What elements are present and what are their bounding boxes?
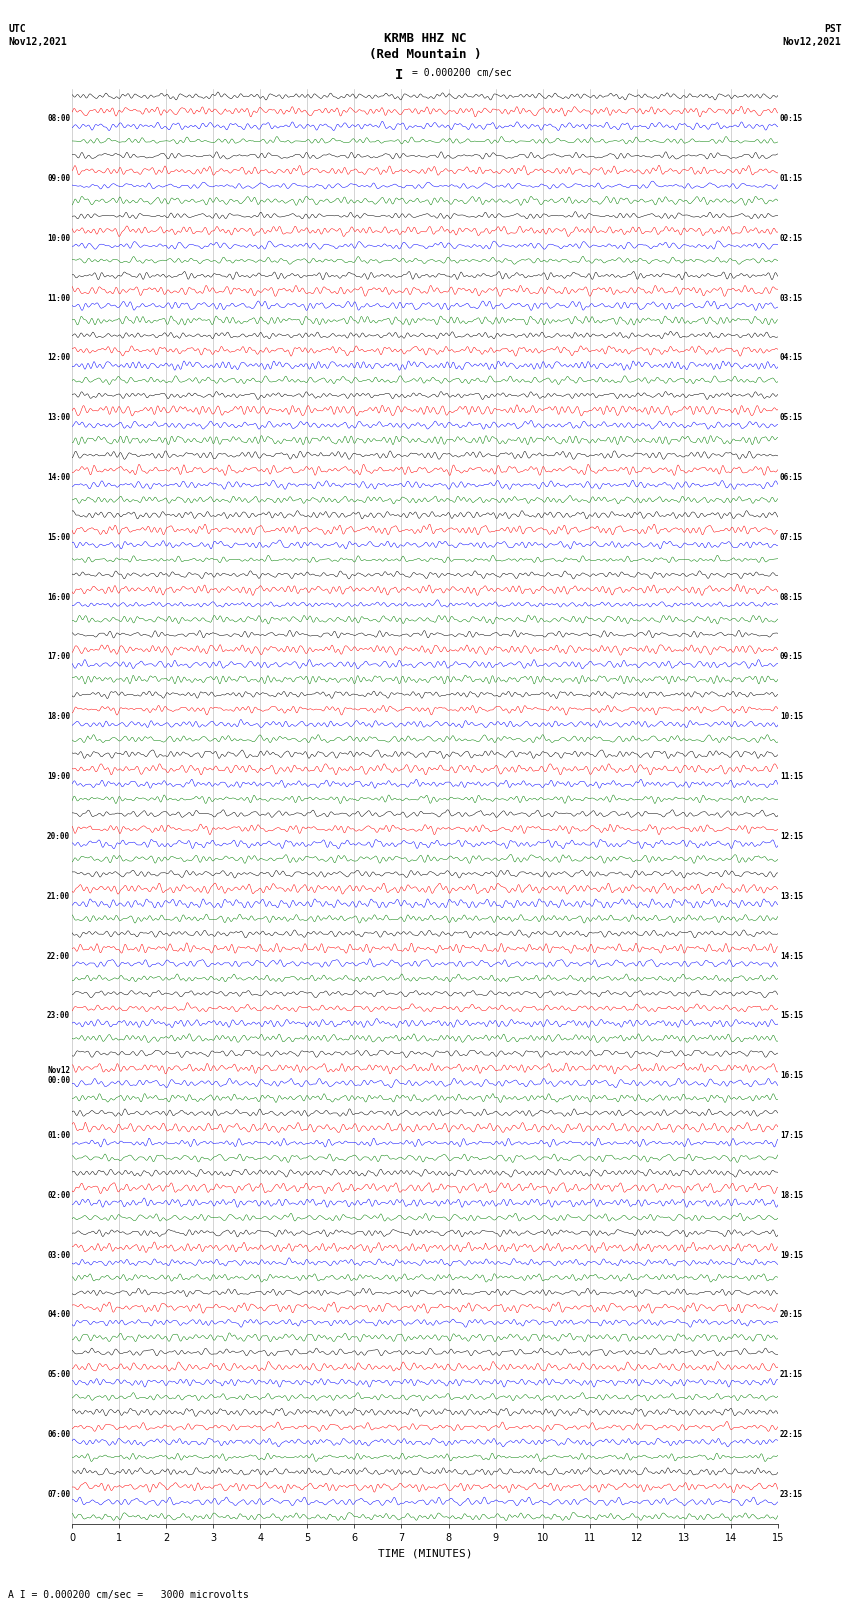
Text: Nov12,2021: Nov12,2021	[783, 37, 842, 47]
Text: 22:00: 22:00	[47, 952, 71, 960]
Text: A I = 0.000200 cm/sec =   3000 microvolts: A I = 0.000200 cm/sec = 3000 microvolts	[8, 1590, 249, 1600]
Text: = 0.000200 cm/sec: = 0.000200 cm/sec	[412, 68, 512, 77]
Text: 01:15: 01:15	[779, 174, 803, 182]
Text: 20:00: 20:00	[47, 832, 71, 840]
Text: 20:15: 20:15	[779, 1310, 803, 1319]
Text: 12:00: 12:00	[47, 353, 71, 363]
Text: 23:15: 23:15	[779, 1490, 803, 1498]
Text: 05:00: 05:00	[47, 1371, 71, 1379]
Text: 17:15: 17:15	[779, 1131, 803, 1140]
Text: 00:15: 00:15	[779, 115, 803, 123]
Text: 07:00: 07:00	[47, 1490, 71, 1498]
Text: 09:15: 09:15	[779, 653, 803, 661]
Text: 06:00: 06:00	[47, 1431, 71, 1439]
Text: Nov12
00:00: Nov12 00:00	[47, 1066, 71, 1086]
Text: 19:00: 19:00	[47, 773, 71, 781]
Text: I: I	[395, 68, 404, 82]
Text: 18:00: 18:00	[47, 713, 71, 721]
Text: 22:15: 22:15	[779, 1431, 803, 1439]
Text: 13:15: 13:15	[779, 892, 803, 900]
Text: 03:00: 03:00	[47, 1250, 71, 1260]
Text: 15:15: 15:15	[779, 1011, 803, 1021]
Text: 17:00: 17:00	[47, 653, 71, 661]
Text: PST: PST	[824, 24, 842, 34]
Text: 02:15: 02:15	[779, 234, 803, 242]
Text: 13:00: 13:00	[47, 413, 71, 423]
Text: 18:15: 18:15	[779, 1190, 803, 1200]
Text: 03:15: 03:15	[779, 294, 803, 303]
Text: 11:15: 11:15	[779, 773, 803, 781]
Text: 08:00: 08:00	[47, 115, 71, 123]
Text: 10:00: 10:00	[47, 234, 71, 242]
Text: 11:00: 11:00	[47, 294, 71, 303]
Text: 19:15: 19:15	[779, 1250, 803, 1260]
Text: 10:15: 10:15	[779, 713, 803, 721]
Text: 16:15: 16:15	[779, 1071, 803, 1081]
Text: 02:00: 02:00	[47, 1190, 71, 1200]
Text: 04:15: 04:15	[779, 353, 803, 363]
X-axis label: TIME (MINUTES): TIME (MINUTES)	[377, 1548, 473, 1558]
Text: 14:00: 14:00	[47, 473, 71, 482]
Text: 05:15: 05:15	[779, 413, 803, 423]
Text: Nov12,2021: Nov12,2021	[8, 37, 67, 47]
Text: 21:15: 21:15	[779, 1371, 803, 1379]
Text: 15:00: 15:00	[47, 532, 71, 542]
Text: 21:00: 21:00	[47, 892, 71, 900]
Text: (Red Mountain ): (Red Mountain )	[369, 48, 481, 61]
Text: 06:15: 06:15	[779, 473, 803, 482]
Text: 09:00: 09:00	[47, 174, 71, 182]
Text: 23:00: 23:00	[47, 1011, 71, 1021]
Text: 16:00: 16:00	[47, 592, 71, 602]
Text: KRMB HHZ NC: KRMB HHZ NC	[383, 32, 467, 45]
Text: 14:15: 14:15	[779, 952, 803, 960]
Text: UTC: UTC	[8, 24, 26, 34]
Text: 12:15: 12:15	[779, 832, 803, 840]
Text: 07:15: 07:15	[779, 532, 803, 542]
Text: 01:00: 01:00	[47, 1131, 71, 1140]
Text: 04:00: 04:00	[47, 1310, 71, 1319]
Text: 08:15: 08:15	[779, 592, 803, 602]
